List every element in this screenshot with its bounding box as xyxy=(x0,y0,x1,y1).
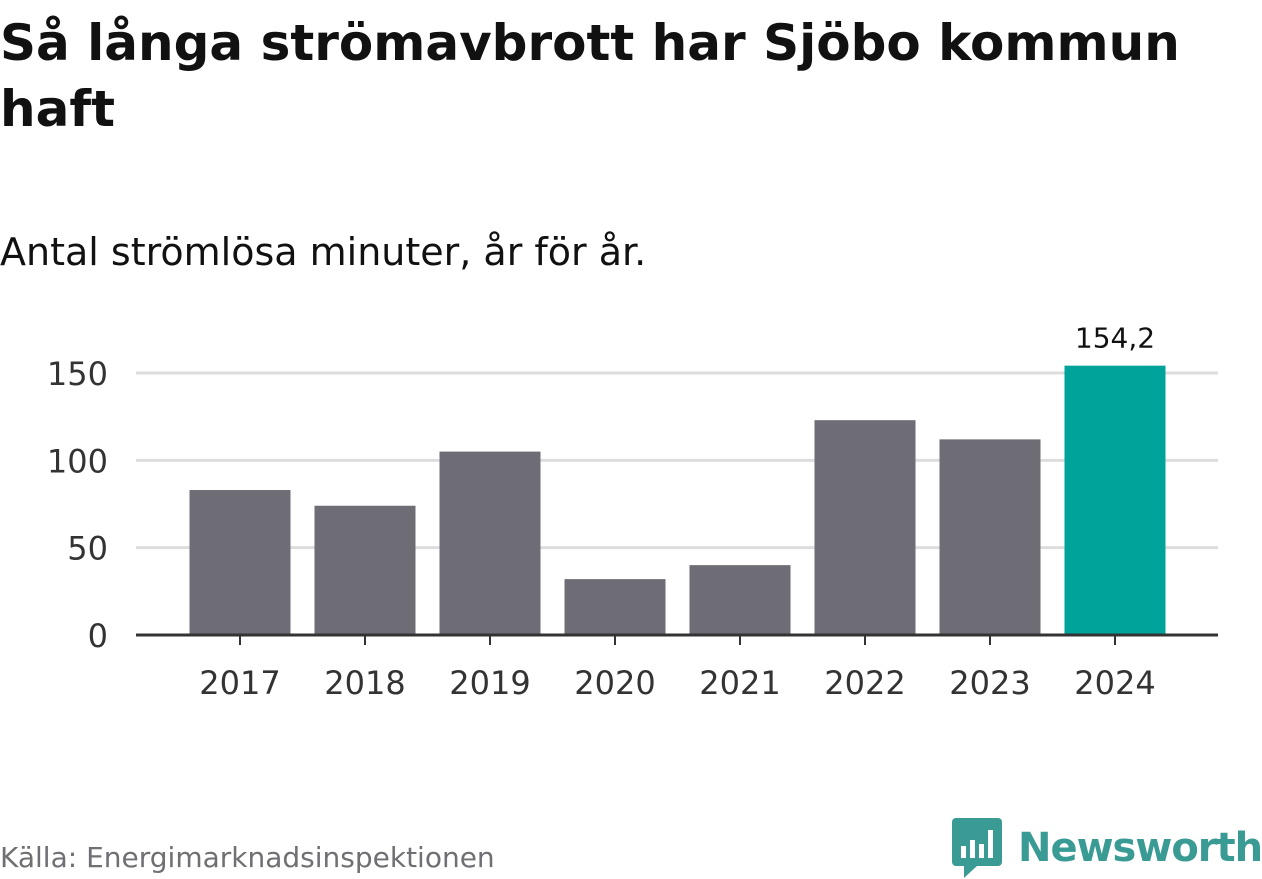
chart-subtitle: Antal strömlösa minuter, år för år. xyxy=(0,230,647,274)
y-axis-ticks: 0 50 100 150 xyxy=(47,355,108,655)
x-axis: 2017 2018 2019 2020 2021 2022 2023 2024 xyxy=(136,633,1218,702)
y-tick-label: 100 xyxy=(47,442,108,480)
newsworthy-logo-icon xyxy=(952,818,1002,878)
bar-2022 xyxy=(814,420,916,635)
x-tick-label: 2022 xyxy=(824,664,905,702)
chart-title: Så långa strömavbrott har Sjöbo kommun h… xyxy=(0,14,1180,138)
y-tick-label: 150 xyxy=(47,355,108,393)
bars xyxy=(189,365,1166,635)
bar-2021 xyxy=(689,565,791,635)
brand-logo[interactable]: Newsworthy xyxy=(952,818,1262,878)
x-tick-label: 2021 xyxy=(699,664,780,702)
data-labels: 154,2 xyxy=(1075,322,1155,355)
bar-2020 xyxy=(564,579,666,635)
bar-2024 xyxy=(1064,365,1166,635)
x-tick-label: 2023 xyxy=(949,664,1030,702)
bar-2018 xyxy=(314,505,416,635)
brand-name: Newsworthy xyxy=(1018,825,1262,871)
source-note: Källa: Energimarknadsinspektionen xyxy=(0,841,495,874)
x-tick-label: 2024 xyxy=(1074,664,1155,702)
y-tick-label: 0 xyxy=(88,617,108,655)
data-label: 154,2 xyxy=(1075,322,1155,355)
bar-2019 xyxy=(439,451,541,635)
x-tick-label: 2020 xyxy=(574,664,655,702)
gridlines xyxy=(136,371,1218,550)
x-tick-label: 2019 xyxy=(449,664,530,702)
x-tick-label: 2018 xyxy=(324,664,405,702)
bar-2017 xyxy=(189,490,291,635)
x-tick-label: 2017 xyxy=(199,664,280,702)
bar-chart: 0 50 100 150 154,2 2017 2018 2019 2020 2021 2022… xyxy=(47,322,1218,702)
bar-2023 xyxy=(939,439,1041,635)
y-tick-label: 50 xyxy=(67,530,108,568)
